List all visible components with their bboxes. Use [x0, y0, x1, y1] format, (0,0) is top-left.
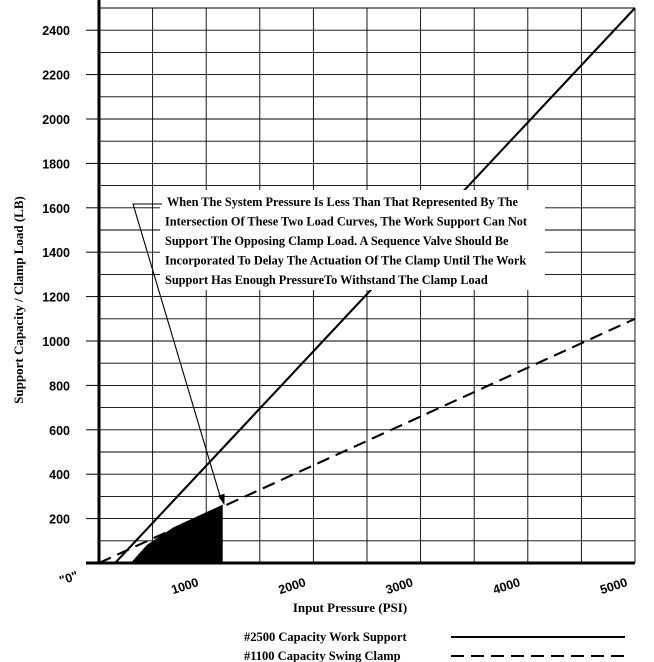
annotation-line: When The System Pressure Is Less Than Th… — [167, 195, 519, 209]
x-tick-label: 1000 — [170, 575, 201, 597]
x-tick-label: 4000 — [491, 575, 522, 597]
y-tick-label: 1400 — [42, 246, 70, 260]
annotation-text: When The System Pressure Is Less Than Th… — [165, 195, 528, 287]
y-tick-label: 1800 — [42, 157, 70, 171]
shaded-area — [115, 504, 223, 564]
annotation-line: Incorporated To Delay The Actuation Of T… — [165, 254, 526, 268]
y-tick-label: 2400 — [42, 24, 70, 38]
x-tick-label: "0" — [58, 569, 80, 588]
y-tick-label: 1600 — [42, 202, 70, 216]
shaded-region — [115, 504, 223, 564]
y-tick-labels: 200 400 600 800 1000 1200 1400 1600 1800 2000 2200… — [42, 24, 70, 526]
annotation-line: Support The Opposing Clamp Load. A Seque… — [165, 234, 509, 248]
x-tick-label: 5000 — [598, 575, 629, 597]
x-axis-label: Input Pressure (PSI) — [293, 600, 407, 615]
y-tick-label: 2000 — [42, 113, 70, 127]
legend-label: #2500 Capacity Work Support — [244, 630, 407, 644]
y-tick-label: 1200 — [42, 291, 70, 305]
annotation-line: Intersection Of These Two Load Curves, T… — [165, 215, 528, 229]
series-line-swing-clamp — [98, 317, 636, 564]
x-tick-labels: "0" 1000 2000 3000 4000 5000 — [58, 569, 630, 598]
x-tick-label: 2000 — [277, 575, 308, 597]
legend: #2500 Capacity Work Support #1100 Capacit… — [244, 630, 625, 662]
annotation-line: Support Has Enough PressureTo Withstand … — [165, 273, 488, 287]
x-tick-label: 3000 — [384, 575, 415, 597]
axes — [86, 0, 635, 565]
legend-label: #1100 Capacity Swing Clamp — [244, 649, 401, 662]
y-tick-label: 400 — [49, 468, 70, 482]
annotation-arrowhead — [217, 493, 225, 506]
y-tick-label: 1000 — [42, 335, 70, 349]
annotation: When The System Pressure Is Less Than Th… — [132, 190, 545, 506]
annotation-arrow — [132, 203, 221, 498]
annotation-box — [160, 190, 545, 290]
y-axis-label: Support Capacity / Clamp Load (LB) — [11, 196, 26, 404]
y-tick-label: 800 — [49, 379, 70, 393]
y-tick-label: 200 — [49, 513, 70, 527]
y-tick-label: 600 — [49, 424, 70, 438]
y-tick-label: 2200 — [42, 69, 70, 83]
